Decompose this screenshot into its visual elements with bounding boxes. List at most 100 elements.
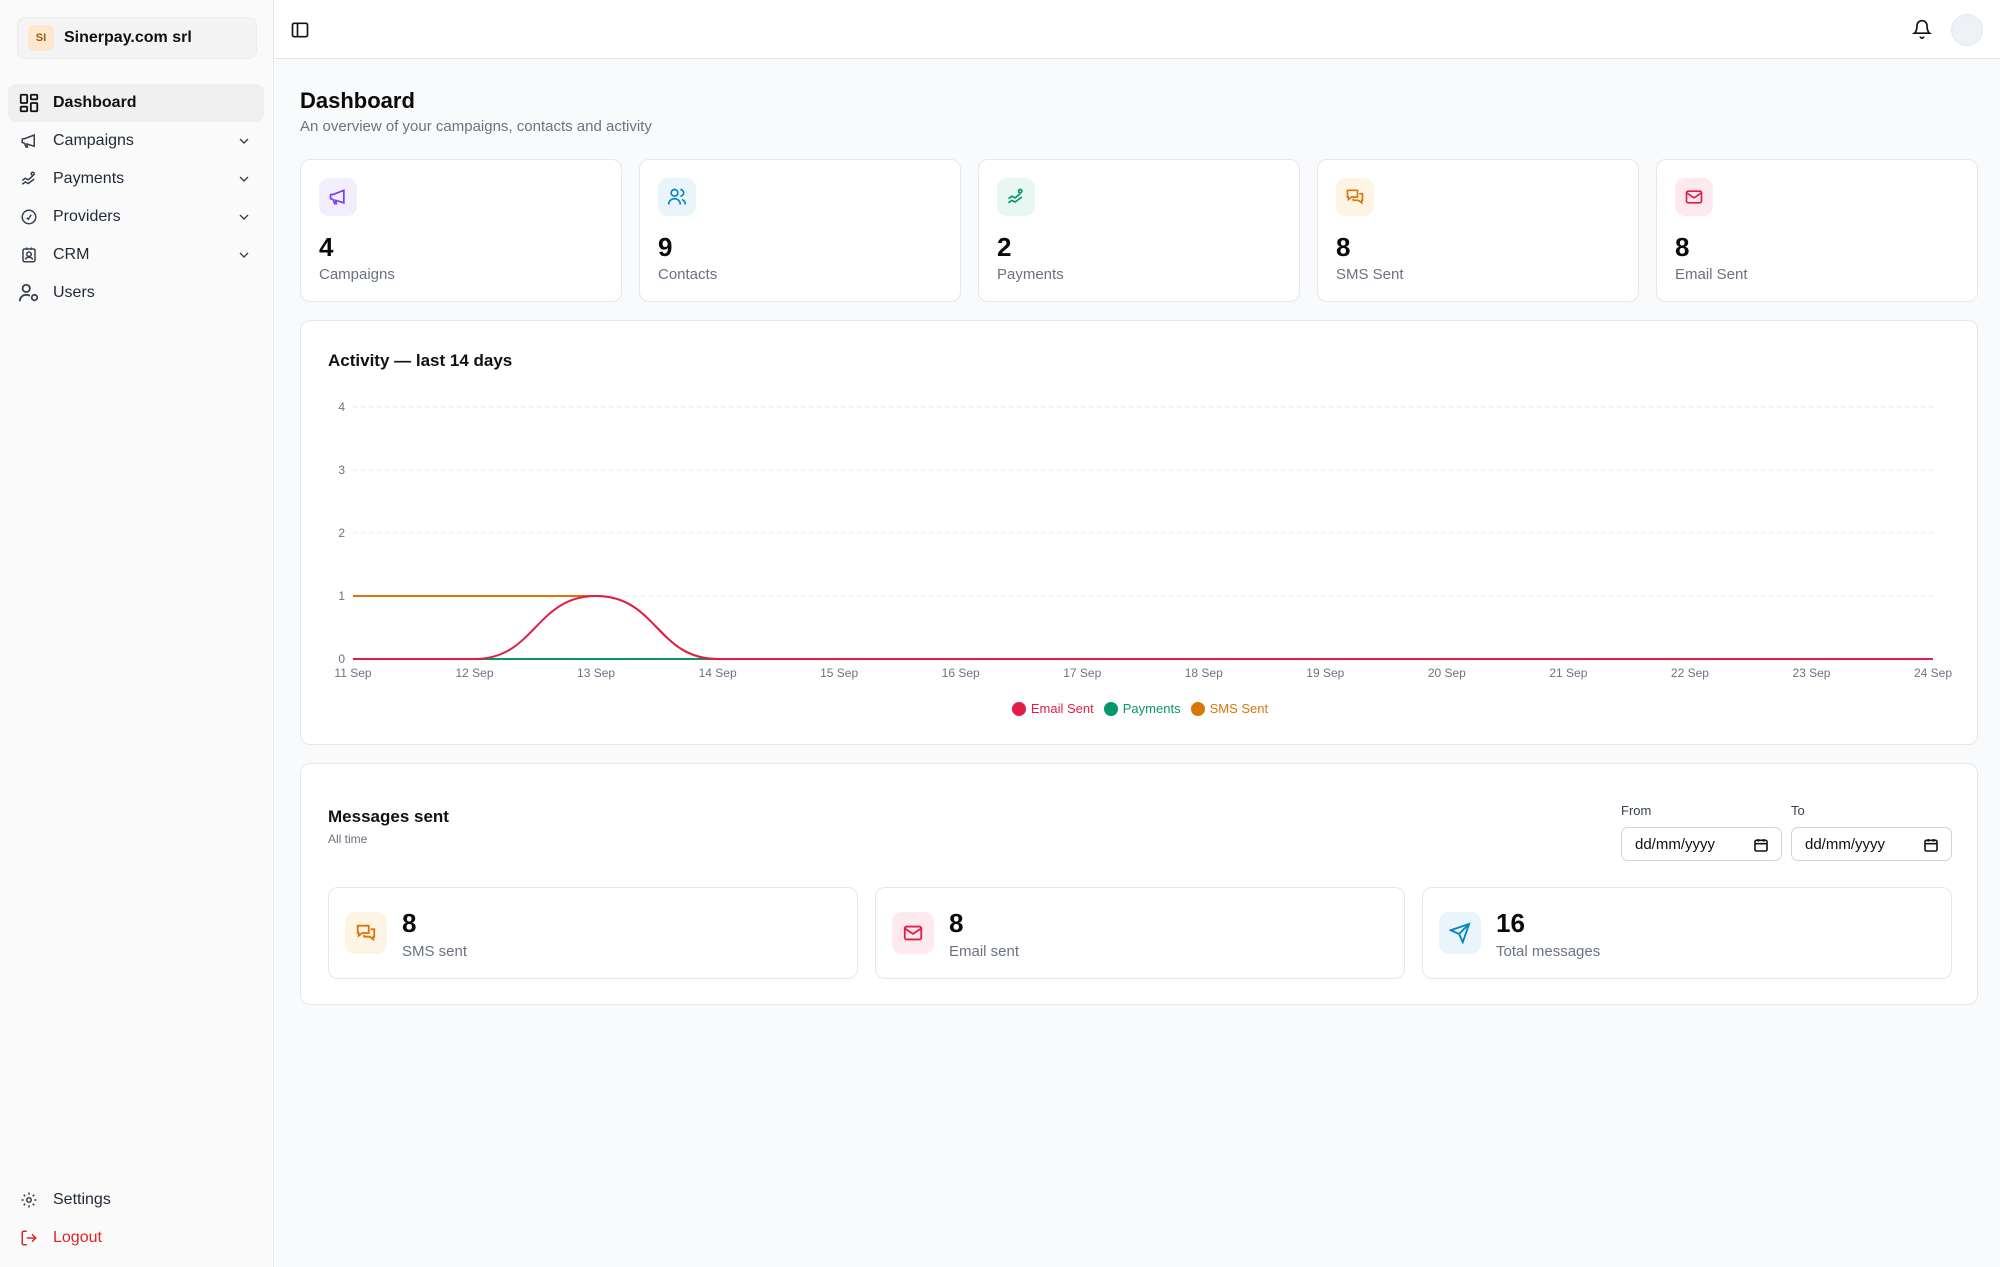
legend-label: SMS Sent <box>1209 701 1269 716</box>
legend-dot <box>1190 701 1205 716</box>
stat-value: 8 <box>1336 232 1351 262</box>
y-tick-label: 4 <box>338 400 345 414</box>
sms-sent-card: 8 SMS sent <box>328 887 858 979</box>
x-tick-label: 14 Sep <box>699 666 737 680</box>
calendar-icon[interactable] <box>1923 837 1939 853</box>
sidebar-item-label: Settings <box>53 1191 111 1208</box>
stat-value: 8 <box>1675 232 1690 262</box>
stat-card-campaigns[interactable]: 4 Campaigns <box>300 159 622 302</box>
messages-subtitle: All time <box>328 832 368 846</box>
legend-dot <box>1011 701 1026 716</box>
y-tick-label: 1 <box>338 589 345 603</box>
sidebar-item-payments[interactable]: Payments <box>8 160 264 198</box>
sidebar-item-label: Campaigns <box>53 132 134 149</box>
y-tick-label: 0 <box>338 652 345 666</box>
from-date-input[interactable]: dd/mm/yyyy <box>1621 827 1782 861</box>
providers-icon <box>18 206 40 228</box>
chevron-down-icon[interactable] <box>236 247 252 263</box>
sidebar-item-label: Logout <box>53 1229 102 1246</box>
x-tick-label: 19 Sep <box>1306 666 1344 680</box>
contacts-icon <box>658 178 696 216</box>
sidebar-item-dashboard[interactable]: Dashboard <box>8 84 264 122</box>
to-date-input[interactable]: dd/mm/yyyy <box>1791 827 1952 861</box>
sidebar-toggle-icon[interactable] <box>290 20 310 40</box>
legend-item[interactable]: Payments <box>1103 701 1181 716</box>
send-icon <box>1439 912 1481 954</box>
y-tick-label: 3 <box>338 463 345 477</box>
x-tick-label: 11 Sep <box>334 666 371 680</box>
x-tick-label: 12 Sep <box>456 666 494 680</box>
activity-title: Activity — last 14 days <box>328 351 513 370</box>
total-messages-value: 16 <box>1496 908 1525 938</box>
total-messages-label: Total messages <box>1496 943 1601 960</box>
chart-legend: Email Sent Payments SMS Sent <box>301 701 1979 716</box>
megaphone-icon <box>319 178 357 216</box>
activity-panel: Activity — last 14 days 0 1 2 3 4 11 Sep 12 Se… <box>300 320 1978 745</box>
megaphone-icon <box>18 130 40 152</box>
x-tick-label: 23 Sep <box>1792 666 1830 680</box>
series-line-sms-sent <box>352 595 1933 660</box>
sidebar-item-providers[interactable]: Providers <box>8 198 264 236</box>
chevron-down-icon[interactable] <box>236 133 252 149</box>
sms-icon <box>1336 178 1374 216</box>
calendar-icon[interactable] <box>1753 837 1769 853</box>
chevron-down-icon[interactable] <box>236 171 252 187</box>
sidebar: SI Sinerpay.com srl Dashboard Campaigns … <box>0 0 274 1267</box>
stat-label: Contacts <box>658 266 718 283</box>
x-tick-label: 24 Sep <box>1914 666 1952 680</box>
legend-item[interactable]: SMS Sent <box>1190 701 1269 716</box>
sms-icon <box>345 912 387 954</box>
bell-icon[interactable] <box>1912 19 1932 39</box>
users-icon <box>18 282 40 304</box>
main-nav: Dashboard Campaigns Payments Providers <box>8 84 264 312</box>
payments-icon <box>18 168 40 190</box>
org-name: Sinerpay.com srl <box>64 29 192 46</box>
x-tick-label: 13 Sep <box>577 666 615 680</box>
page-subtitle: An overview of your campaigns, contacts … <box>300 118 652 135</box>
sidebar-item-label: Dashboard <box>53 94 137 111</box>
stat-label: Campaigns <box>319 266 395 283</box>
sidebar-item-campaigns[interactable]: Campaigns <box>8 122 264 160</box>
sidebar-item-settings[interactable]: Settings <box>8 1181 264 1219</box>
x-tick-label: 18 Sep <box>1185 666 1223 680</box>
stat-value: 4 <box>319 232 334 262</box>
messages-title: Messages sent <box>328 807 449 826</box>
org-avatar: SI <box>28 25 54 51</box>
org-switcher[interactable]: SI Sinerpay.com srl <box>17 17 257 59</box>
series-line-email-sent <box>352 594 1933 660</box>
sidebar-item-label: Providers <box>53 208 121 225</box>
stat-label: Payments <box>997 266 1064 283</box>
legend-label: Payments <box>1122 701 1181 716</box>
email-sent-value: 8 <box>949 908 964 938</box>
email-sent-card: 8 Email sent <box>875 887 1405 979</box>
sidebar-item-crm[interactable]: CRM <box>8 236 264 274</box>
topbar <box>274 0 2000 59</box>
from-date-value: dd/mm/yyyy <box>1635 835 1716 853</box>
sidebar-item-label: Payments <box>53 170 125 187</box>
sms-sent-label: SMS sent <box>402 943 468 960</box>
stat-label: SMS Sent <box>1336 266 1404 283</box>
stat-card-payments[interactable]: 2 Payments <box>978 159 1300 302</box>
gear-icon <box>18 1189 40 1211</box>
x-tick-label: 16 Sep <box>942 666 980 680</box>
stat-label: Email Sent <box>1675 266 1748 283</box>
sidebar-item-label: Users <box>53 284 95 301</box>
activity-chart: 0 1 2 3 4 11 Sep 12 Sep 13 Sep 14 Sep 15 Sep 16 Se… <box>334 400 1952 680</box>
stat-card-contacts[interactable]: 9 Contacts <box>639 159 961 302</box>
legend-label: Email Sent <box>1030 701 1094 716</box>
sidebar-item-logout[interactable]: Logout <box>8 1219 264 1257</box>
user-avatar[interactable] <box>1951 14 1983 46</box>
page-title: Dashboard <box>300 88 415 113</box>
stat-value: 9 <box>658 232 673 262</box>
chevron-down-icon[interactable] <box>236 209 252 225</box>
stat-card-email-sent[interactable]: 8 Email Sent <box>1656 159 1978 302</box>
email-sent-label: Email sent <box>949 943 1020 960</box>
legend-item[interactable]: Email Sent <box>1011 701 1094 716</box>
x-tick-label: 21 Sep <box>1549 666 1587 680</box>
email-icon <box>1675 178 1713 216</box>
y-tick-label: 2 <box>338 526 345 540</box>
stat-card-sms-sent[interactable]: 8 SMS Sent <box>1317 159 1639 302</box>
sidebar-item-users[interactable]: Users <box>8 274 264 312</box>
to-label: To <box>1791 803 1805 818</box>
legend-dot <box>1103 701 1118 716</box>
